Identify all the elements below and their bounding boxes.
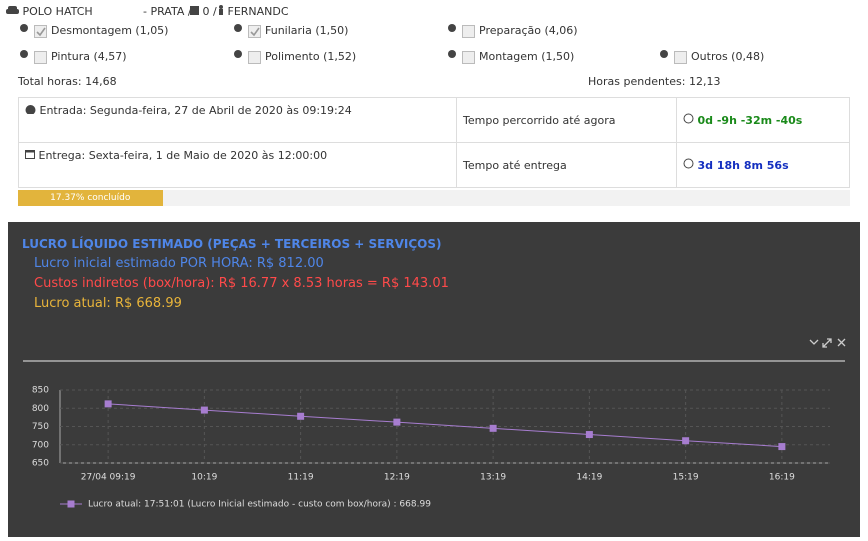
point	[200, 406, 208, 414]
point	[393, 418, 401, 426]
cell: 3d 18h 8m 56s	[676, 142, 850, 188]
x-tick-label: 13:19	[480, 473, 506, 483]
boxes: 0 /	[190, 5, 217, 18]
row: Entrada: Segunda-feira, 27 de Abril de 2…	[18, 97, 850, 143]
service: Pintura (4,57)	[18, 48, 127, 64]
legend-marker	[67, 500, 75, 508]
checkbox[interactable]	[462, 50, 475, 64]
y-tick-label: 850	[32, 386, 49, 396]
point	[778, 443, 786, 451]
header: POLO HATCH	[6, 5, 93, 18]
service-label: Pintura (4,57)	[51, 50, 127, 63]
checkbox[interactable]	[34, 24, 47, 38]
panel-title: LUCRO LÍQUIDO ESTIMADO (PEÇAS + TERCEIRO…	[22, 237, 442, 251]
entry: Entrada: Segunda-feira, 27 de Abril de 2…	[39, 104, 352, 117]
legend-label: Lucro atual: 17:51:01 (Lucro Inicial est…	[88, 500, 431, 510]
boxes-text: 0 /	[202, 5, 217, 18]
panel-controls[interactable]	[809, 338, 846, 348]
checkbox[interactable]	[674, 50, 687, 64]
service-icon	[20, 24, 28, 32]
elapsed: 0d -9h -32m -40s	[697, 114, 803, 127]
service-label: Montagem (1,50)	[479, 50, 575, 63]
checkbox[interactable]	[462, 24, 475, 38]
delivery: Entrega: Sexta-feira, 1 de Maio de 2020 …	[38, 149, 328, 162]
service: Funilaria (1,50)	[232, 22, 348, 38]
progress-label: 17.37% concluído	[50, 193, 131, 203]
x-tick-label: 12:19	[384, 473, 410, 483]
point	[104, 400, 112, 408]
service: Polimento (1,52)	[232, 48, 356, 64]
profit-panel: LUCRO LÍQUIDO ESTIMADO (PEÇAS + TERCEIRO…	[8, 222, 860, 537]
point	[585, 431, 593, 439]
service: Preparação (4,06)	[446, 22, 578, 38]
service-icon	[20, 50, 28, 58]
remaining: 3d 18h 8m 56s	[697, 159, 789, 172]
service-icon	[448, 50, 456, 58]
total-hours: Total horas: 14,68	[18, 75, 117, 88]
service-label: Outros (0,48)	[691, 50, 765, 63]
time-table: Entrada: Segunda-feira, 27 de Abril de 2…	[18, 97, 850, 188]
point	[489, 424, 497, 432]
progress-bar: 17.37% concluído	[18, 190, 163, 206]
cell: Entrada: Segunda-feira, 27 de Abril de 2…	[18, 97, 457, 143]
cell: 0d -9h -32m -40s	[676, 97, 850, 143]
service-label: Polimento (1,52)	[265, 50, 357, 63]
series-line	[108, 403, 782, 448]
y-tick-label: 650	[32, 459, 49, 469]
progress-track: 17.37% concluído	[18, 190, 850, 206]
checkbox[interactable]	[34, 50, 47, 64]
x-tick-label: 27/04 09:19	[81, 473, 136, 483]
user-text: FERNANDC	[227, 5, 289, 18]
vehicle-color: - PRATA /	[143, 5, 192, 18]
y-tick-label: 700	[32, 440, 49, 450]
service: Outros (0,48)	[658, 48, 764, 64]
y-tick-label: 750	[32, 422, 49, 432]
y-tick-label: 800	[32, 404, 49, 414]
service: Desmontagem (1,05)	[18, 22, 168, 38]
x-tick-label: 16:19	[769, 473, 795, 483]
panel-line: Lucro inicial estimado POR HORA: R$ 812.…	[34, 256, 324, 271]
cell: Tempo até entrega	[456, 142, 677, 188]
cell: Tempo percorrido até agora	[456, 97, 677, 143]
row: Entrega: Sexta-feira, 1 de Maio de 2020 …	[18, 142, 850, 188]
pending-hours: Horas pendentes: 12,13	[588, 75, 721, 88]
service-icon	[234, 50, 242, 58]
x-tick-label: 15:19	[673, 473, 699, 483]
service-label: Preparação (4,06)	[479, 24, 578, 37]
service-label: Desmontagem (1,05)	[51, 24, 169, 37]
point	[297, 412, 305, 420]
panel-line: Lucro atual: R$ 668.99	[34, 296, 182, 311]
service-label: Funilaria (1,50)	[265, 24, 349, 37]
x-tick-label: 10:19	[191, 473, 217, 483]
user: FERNANDC	[218, 5, 289, 18]
service-icon	[448, 24, 456, 32]
panel-line: Custos indiretos (box/hora): R$ 16.77 x …	[34, 276, 449, 291]
service-icon	[660, 50, 668, 58]
point	[682, 437, 690, 445]
service-icon	[234, 24, 242, 32]
x-tick-label: 11:19	[288, 473, 314, 483]
x-tick-label: 14:19	[576, 473, 602, 483]
service: Montagem (1,50)	[446, 48, 574, 64]
car-icon	[6, 6, 19, 14]
vehicle: POLO HATCH	[22, 5, 93, 18]
checkbox[interactable]	[248, 50, 261, 64]
checkbox[interactable]	[248, 24, 261, 38]
